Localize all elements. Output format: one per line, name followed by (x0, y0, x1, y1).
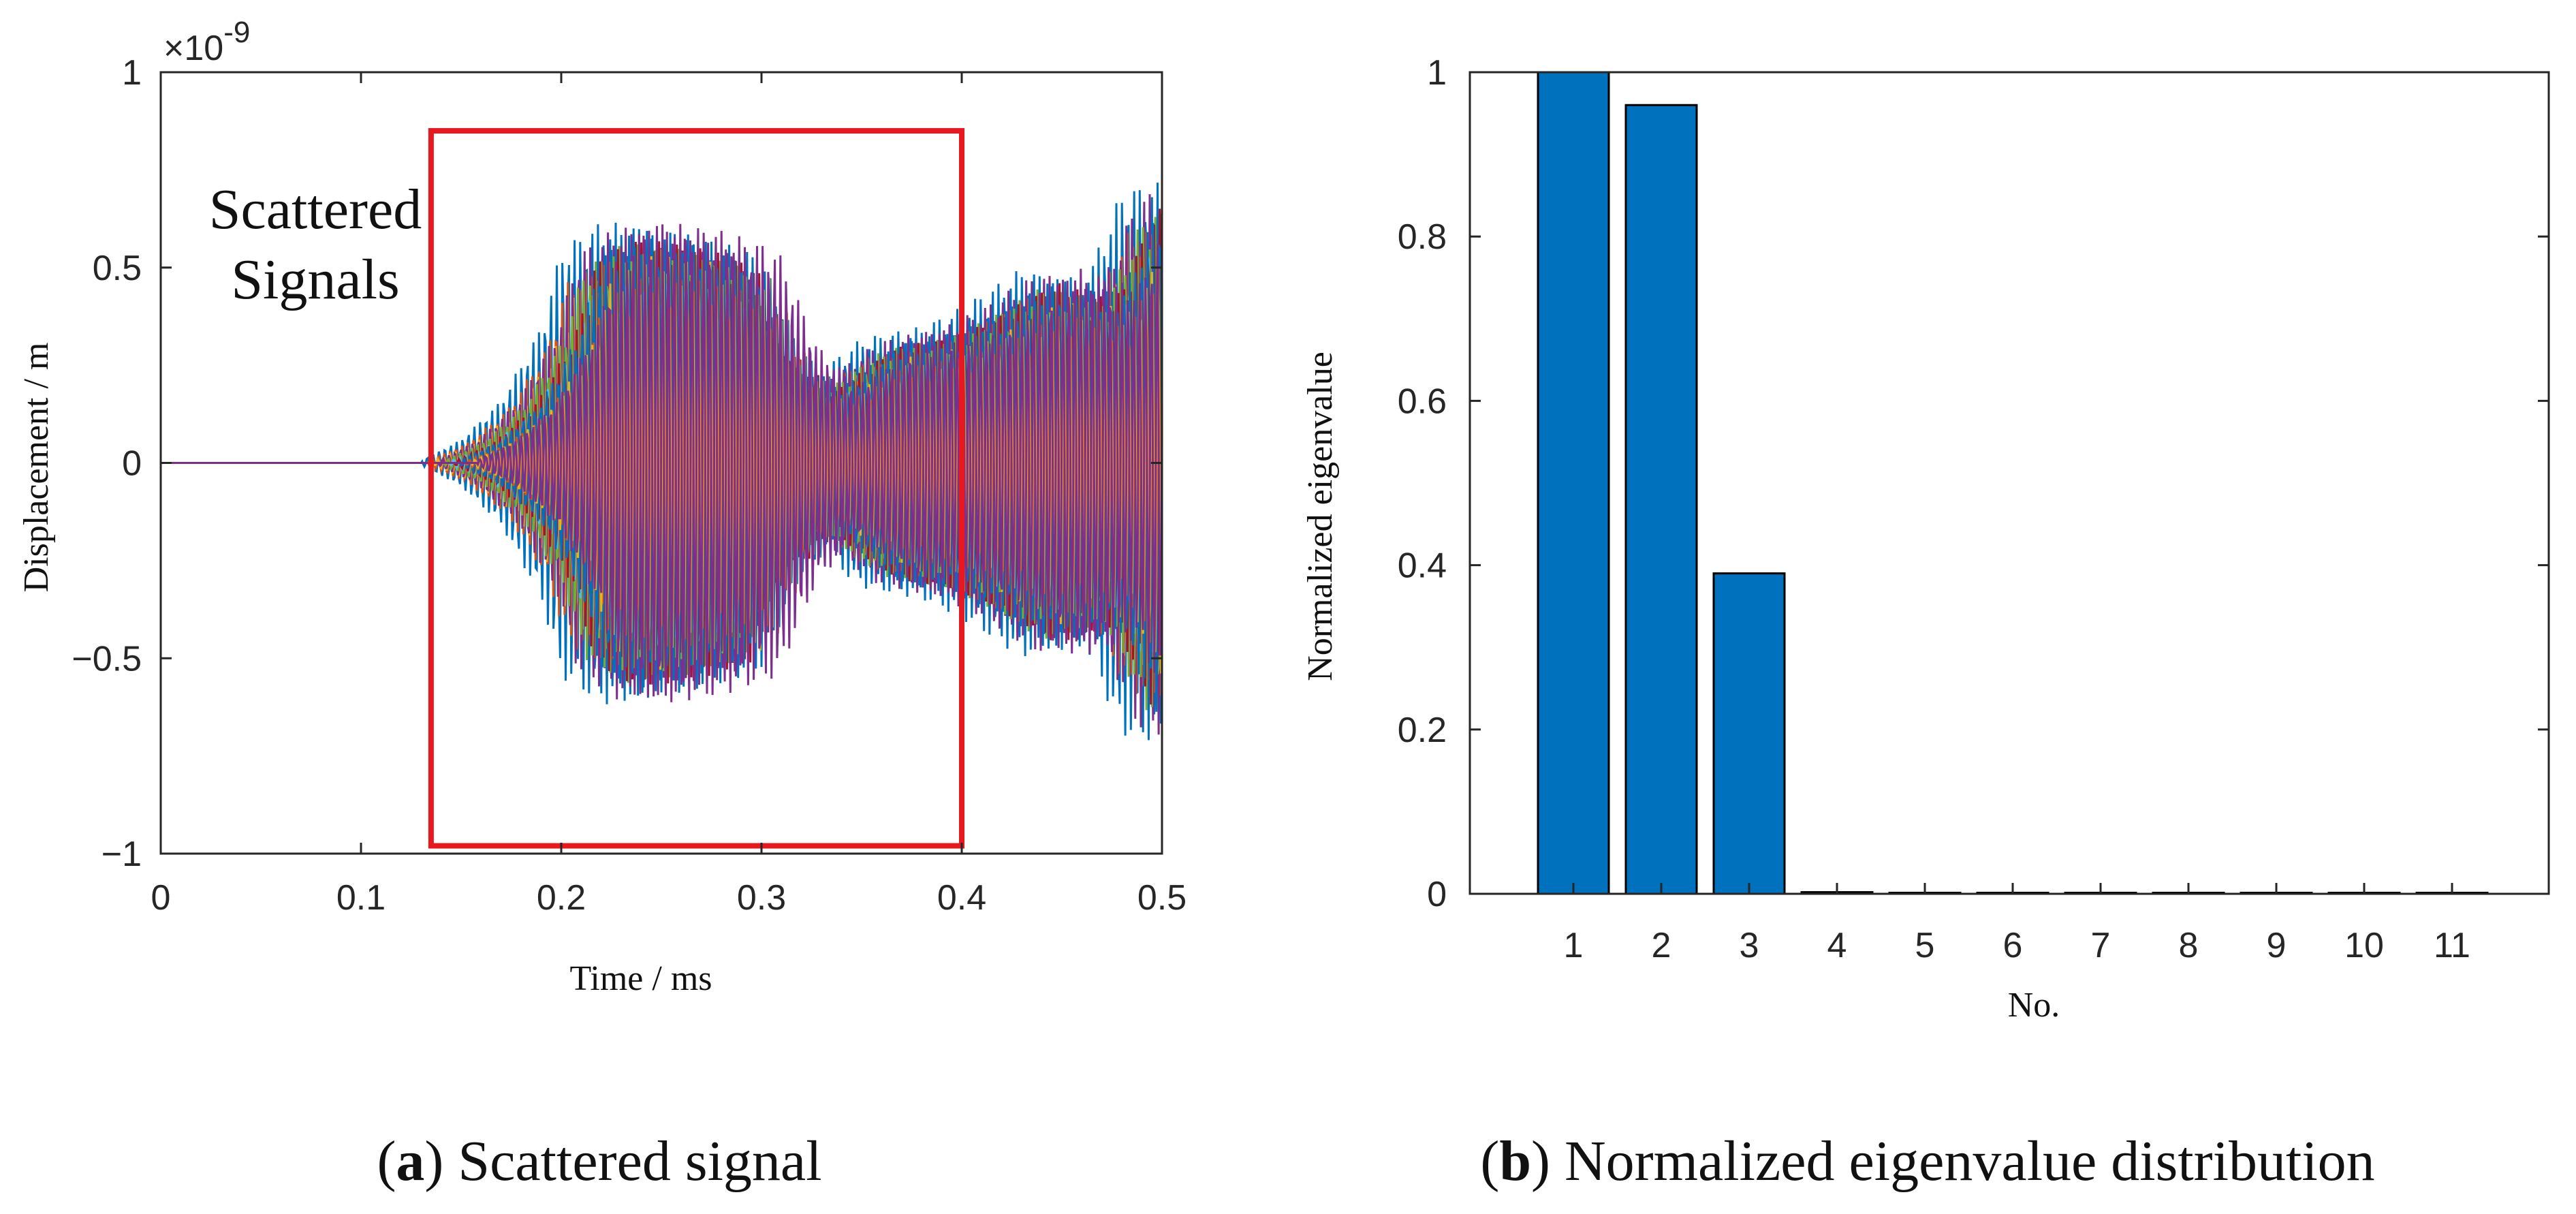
x-axis-label: No. (2008, 986, 2060, 1025)
y-tick-label: 0 (122, 444, 142, 484)
y-exponent-label: ×10-9 (163, 16, 250, 68)
x-tick-label: 0.2 (537, 878, 586, 918)
x-tick-label: 11 (2434, 926, 2470, 965)
y-axis-ticks: 0 0.2 0.4 0.6 0.8 1 (1398, 53, 2549, 914)
y-tick-label: 0.5 (93, 249, 142, 288)
caption-a: (a) Scattered signal (377, 1130, 821, 1193)
x-tick-label: 9 (2267, 926, 2287, 965)
scattered-signals-highlight-box (428, 128, 964, 849)
x-tick-label: 7 (2091, 926, 2111, 965)
x-axis-ticks: 0 0.1 0.2 0.3 0.4 0.5 (151, 72, 1187, 918)
bar (1712, 572, 1786, 895)
bars (1537, 71, 2489, 895)
y-axis-ticks: −1 −0.5 0 0.5 1 (72, 53, 1162, 874)
x-tick-label: 4 (1827, 926, 1847, 965)
y-tick-label: 1 (1427, 53, 1447, 93)
y-tick-label: −0.5 (72, 639, 142, 679)
y-axis-label: Normalized eigenvalue (1301, 352, 1340, 681)
y-tick-label: 1 (122, 53, 142, 93)
x-axis-ticks: 1 2 3 4 5 6 7 8 9 10 11 (1564, 883, 2470, 965)
panel-a-scattered-signal: 0 0.1 0.2 0.3 0.4 0.5 −1 −0.5 0 0.5 1 ×10-9 Scatt… (17, 16, 1187, 1193)
x-tick-label: 5 (1915, 926, 1935, 965)
plot-area-frame (1468, 71, 2550, 895)
x-tick-label: 0.1 (336, 878, 386, 918)
bar (1624, 104, 1698, 895)
panel-b-eigenvalue-distribution: 1 2 3 4 5 6 7 8 9 10 11 0 0.2 0.4 0.6 0.8 1 No. Normali… (1301, 53, 2550, 1193)
y-tick-label: 0.2 (1398, 711, 1447, 750)
caption-b: (b) Normalized eigenvalue distribution (1480, 1130, 2374, 1193)
x-axis-label: Time / ms (569, 959, 712, 998)
y-tick-label: 0 (1427, 875, 1447, 914)
x-tick-label: 6 (2003, 926, 2023, 965)
y-tick-label: 0.8 (1398, 217, 1447, 257)
scattered-signals-annotation-line-1: Scattered (209, 178, 422, 241)
bar (1537, 71, 1610, 895)
x-tick-label: 8 (2179, 926, 2199, 965)
x-tick-label: 0 (151, 878, 171, 918)
x-tick-label: 0.5 (1137, 878, 1187, 918)
y-tick-label: 0.4 (1398, 546, 1447, 586)
x-tick-label: 3 (1740, 926, 1759, 965)
x-tick-label: 10 (2344, 926, 2384, 965)
y-tick-label: 0.6 (1398, 382, 1447, 421)
signal-series-line (161, 223, 1163, 702)
signal-lines (161, 183, 1163, 741)
scattered-signals-annotation-line-2: Signals (231, 248, 399, 311)
y-axis-label: Displacement / m (17, 343, 56, 593)
x-tick-label: 1 (1564, 926, 1584, 965)
x-tick-label: 0.3 (737, 878, 786, 918)
x-tick-label: 2 (1652, 926, 1671, 965)
x-tick-label: 0.4 (937, 878, 986, 918)
y-tick-label: −1 (101, 835, 142, 874)
